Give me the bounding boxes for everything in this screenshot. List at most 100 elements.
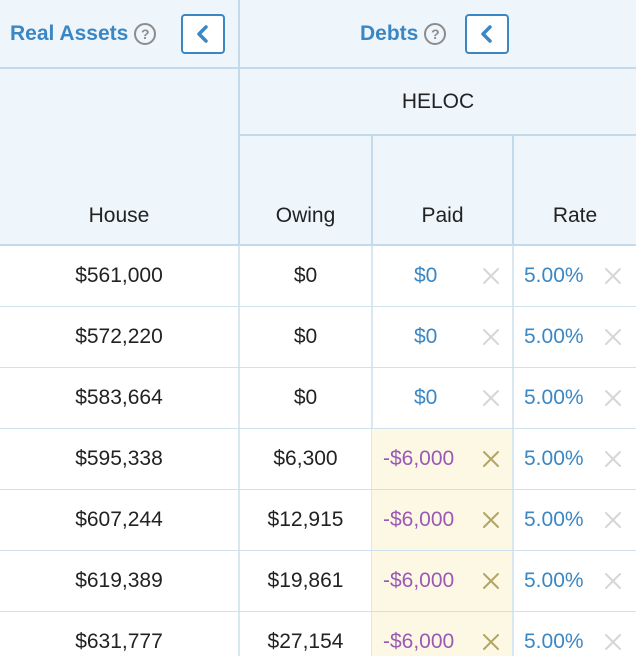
- header-bottom-divider: [0, 244, 636, 246]
- close-icon: [605, 329, 621, 345]
- clear-rate-button[interactable]: [602, 326, 624, 348]
- clear-paid-button[interactable]: [480, 265, 502, 287]
- column-divider: [512, 246, 514, 307]
- group-real-assets: Real Assets ?: [10, 0, 157, 68]
- group-title-debts: Debts: [360, 22, 419, 45]
- cell-paid[interactable]: $0: [372, 368, 512, 428]
- cell-rate[interactable]: 5.00%: [514, 368, 636, 428]
- column-divider: [238, 490, 240, 551]
- clear-rate-button[interactable]: [602, 387, 624, 409]
- cell-paid[interactable]: $0: [372, 307, 512, 367]
- cell-rate[interactable]: 5.00%: [514, 551, 636, 611]
- column-divider: [371, 136, 373, 246]
- help-icon[interactable]: ?: [134, 23, 157, 45]
- paid-value[interactable]: $0: [414, 386, 438, 409]
- column-header-rate[interactable]: Rate: [552, 204, 598, 227]
- owing-value: $12,915: [267, 508, 344, 531]
- clear-paid-button[interactable]: [480, 326, 502, 348]
- rate-value[interactable]: 5.00%: [524, 386, 584, 409]
- rate-value[interactable]: 5.00%: [524, 569, 584, 592]
- owing-value: $0: [293, 325, 318, 348]
- group-debts: Debts ?: [360, 0, 447, 68]
- cell-paid[interactable]: -$6,000: [372, 612, 512, 656]
- cell-rate[interactable]: 5.00%: [514, 429, 636, 489]
- column-divider: [371, 307, 373, 368]
- group-title-real-assets: Real Assets: [10, 22, 129, 45]
- column-header-house[interactable]: House: [88, 204, 150, 227]
- clear-paid-button[interactable]: [480, 570, 502, 592]
- clear-rate-button[interactable]: [602, 570, 624, 592]
- column-divider: [512, 612, 514, 656]
- column-header-owing[interactable]: Owing: [275, 204, 336, 227]
- table-row: $595,338 $6,300 -$6,000 5.00%: [0, 429, 636, 490]
- cell-rate[interactable]: 5.00%: [514, 490, 636, 550]
- column-divider: [512, 136, 514, 246]
- close-icon: [605, 634, 621, 650]
- cell-rate[interactable]: 5.00%: [514, 612, 636, 656]
- table-row: $607,244 $12,915 -$6,000 5.00%: [0, 490, 636, 551]
- house-value: $561,000: [75, 264, 163, 287]
- cell-house: $619,389: [0, 551, 238, 611]
- paid-value[interactable]: $0: [414, 325, 438, 348]
- close-icon: [483, 329, 499, 345]
- help-icon[interactable]: ?: [424, 23, 447, 45]
- clear-rate-button[interactable]: [602, 509, 624, 531]
- close-icon: [605, 268, 621, 284]
- column-divider: [238, 307, 240, 368]
- clear-rate-button[interactable]: [602, 631, 624, 653]
- owing-value: $6,300: [273, 447, 338, 470]
- cell-owing: $0: [240, 368, 371, 428]
- clear-paid-button[interactable]: [480, 387, 502, 409]
- rate-value[interactable]: 5.00%: [524, 264, 584, 287]
- clear-rate-button[interactable]: [602, 448, 624, 470]
- cell-paid[interactable]: -$6,000: [372, 551, 512, 611]
- paid-value[interactable]: -$6,000: [383, 508, 455, 531]
- cell-owing: $6,300: [240, 429, 371, 489]
- cell-house: $583,664: [0, 368, 238, 428]
- row-divider: [0, 367, 636, 368]
- header-divider: [0, 67, 636, 69]
- rate-value[interactable]: 5.00%: [524, 630, 584, 653]
- rate-value[interactable]: 5.00%: [524, 325, 584, 348]
- close-icon: [483, 573, 499, 589]
- rate-value[interactable]: 5.00%: [524, 447, 584, 470]
- collapse-real-assets-button[interactable]: [181, 14, 225, 54]
- row-divider: [0, 306, 636, 307]
- column-divider: [238, 246, 240, 307]
- column-divider: [238, 368, 240, 429]
- table-header: [0, 0, 636, 246]
- paid-value[interactable]: -$6,000: [383, 630, 455, 653]
- subgroup-divider: [240, 134, 636, 136]
- clear-rate-button[interactable]: [602, 265, 624, 287]
- table-row: $631,777 $27,154 -$6,000 5.00%: [0, 612, 636, 656]
- column-header-paid[interactable]: Paid: [421, 204, 464, 227]
- close-icon: [605, 451, 621, 467]
- cell-rate[interactable]: 5.00%: [514, 307, 636, 367]
- rate-value[interactable]: 5.00%: [524, 508, 584, 531]
- cell-paid[interactable]: -$6,000: [372, 429, 512, 489]
- close-icon: [483, 634, 499, 650]
- cell-owing: $27,154: [240, 612, 371, 656]
- column-divider: [238, 612, 240, 656]
- column-divider: [512, 551, 514, 612]
- cell-house: $561,000: [0, 246, 238, 306]
- close-icon: [483, 268, 499, 284]
- column-divider: [238, 429, 240, 490]
- paid-value[interactable]: -$6,000: [383, 569, 455, 592]
- collapse-debts-button[interactable]: [465, 14, 509, 54]
- owing-value: $0: [293, 386, 318, 409]
- row-divider: [0, 611, 636, 612]
- paid-value[interactable]: -$6,000: [383, 447, 455, 470]
- owing-value: $27,154: [267, 630, 344, 653]
- clear-paid-button[interactable]: [480, 448, 502, 470]
- cell-rate[interactable]: 5.00%: [514, 246, 636, 306]
- clear-paid-button[interactable]: [480, 631, 502, 653]
- row-divider: [0, 489, 636, 490]
- paid-value[interactable]: $0: [414, 264, 438, 287]
- cell-paid[interactable]: $0: [372, 246, 512, 306]
- cell-paid[interactable]: -$6,000: [372, 490, 512, 550]
- column-divider: [238, 551, 240, 612]
- row-divider: [0, 428, 636, 429]
- clear-paid-button[interactable]: [480, 509, 502, 531]
